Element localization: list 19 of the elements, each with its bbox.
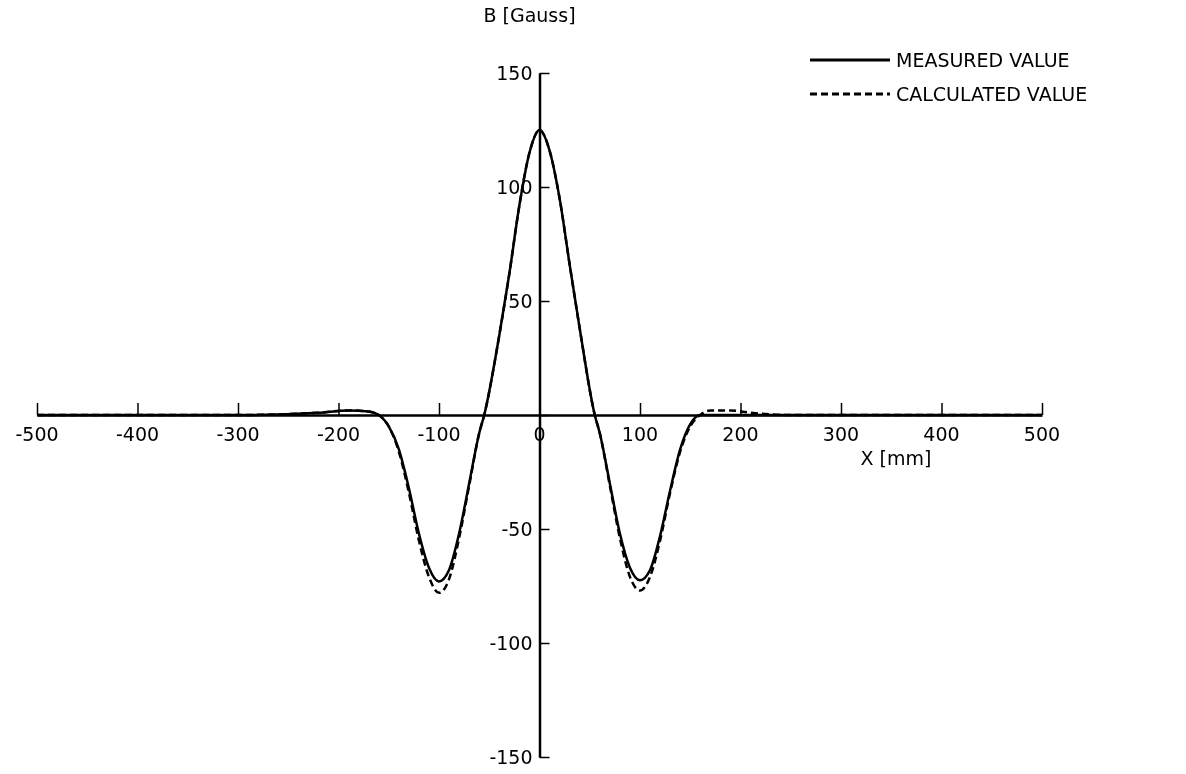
y-axis-title: B [Gauss] <box>483 4 576 26</box>
x-tick-label: -300 <box>216 423 260 445</box>
x-tick-label: 300 <box>822 423 860 445</box>
legend-label: MEASURED VALUE <box>896 49 1070 71</box>
y-tick-label: 150 <box>496 62 533 84</box>
x-tick-label: 400 <box>923 423 960 445</box>
x-tick-label: 100 <box>621 423 659 445</box>
x-tick-label: -500 <box>15 423 59 445</box>
x-tick-label: -100 <box>417 423 461 445</box>
y-tick-label: -150 <box>489 746 533 768</box>
x-axis-title: X [mm] <box>860 447 932 469</box>
x-tick-label: -400 <box>115 423 160 445</box>
x-tick-label: -200 <box>316 423 361 445</box>
x-tick-label: 500 <box>1023 423 1061 445</box>
legend-label: CALCULATED VALUE <box>896 83 1088 105</box>
x-tick-label: 200 <box>722 423 759 445</box>
y-tick-label: -50 <box>501 518 533 540</box>
y-tick-label: 50 <box>508 290 533 312</box>
y-tick-label: -100 <box>489 632 533 654</box>
